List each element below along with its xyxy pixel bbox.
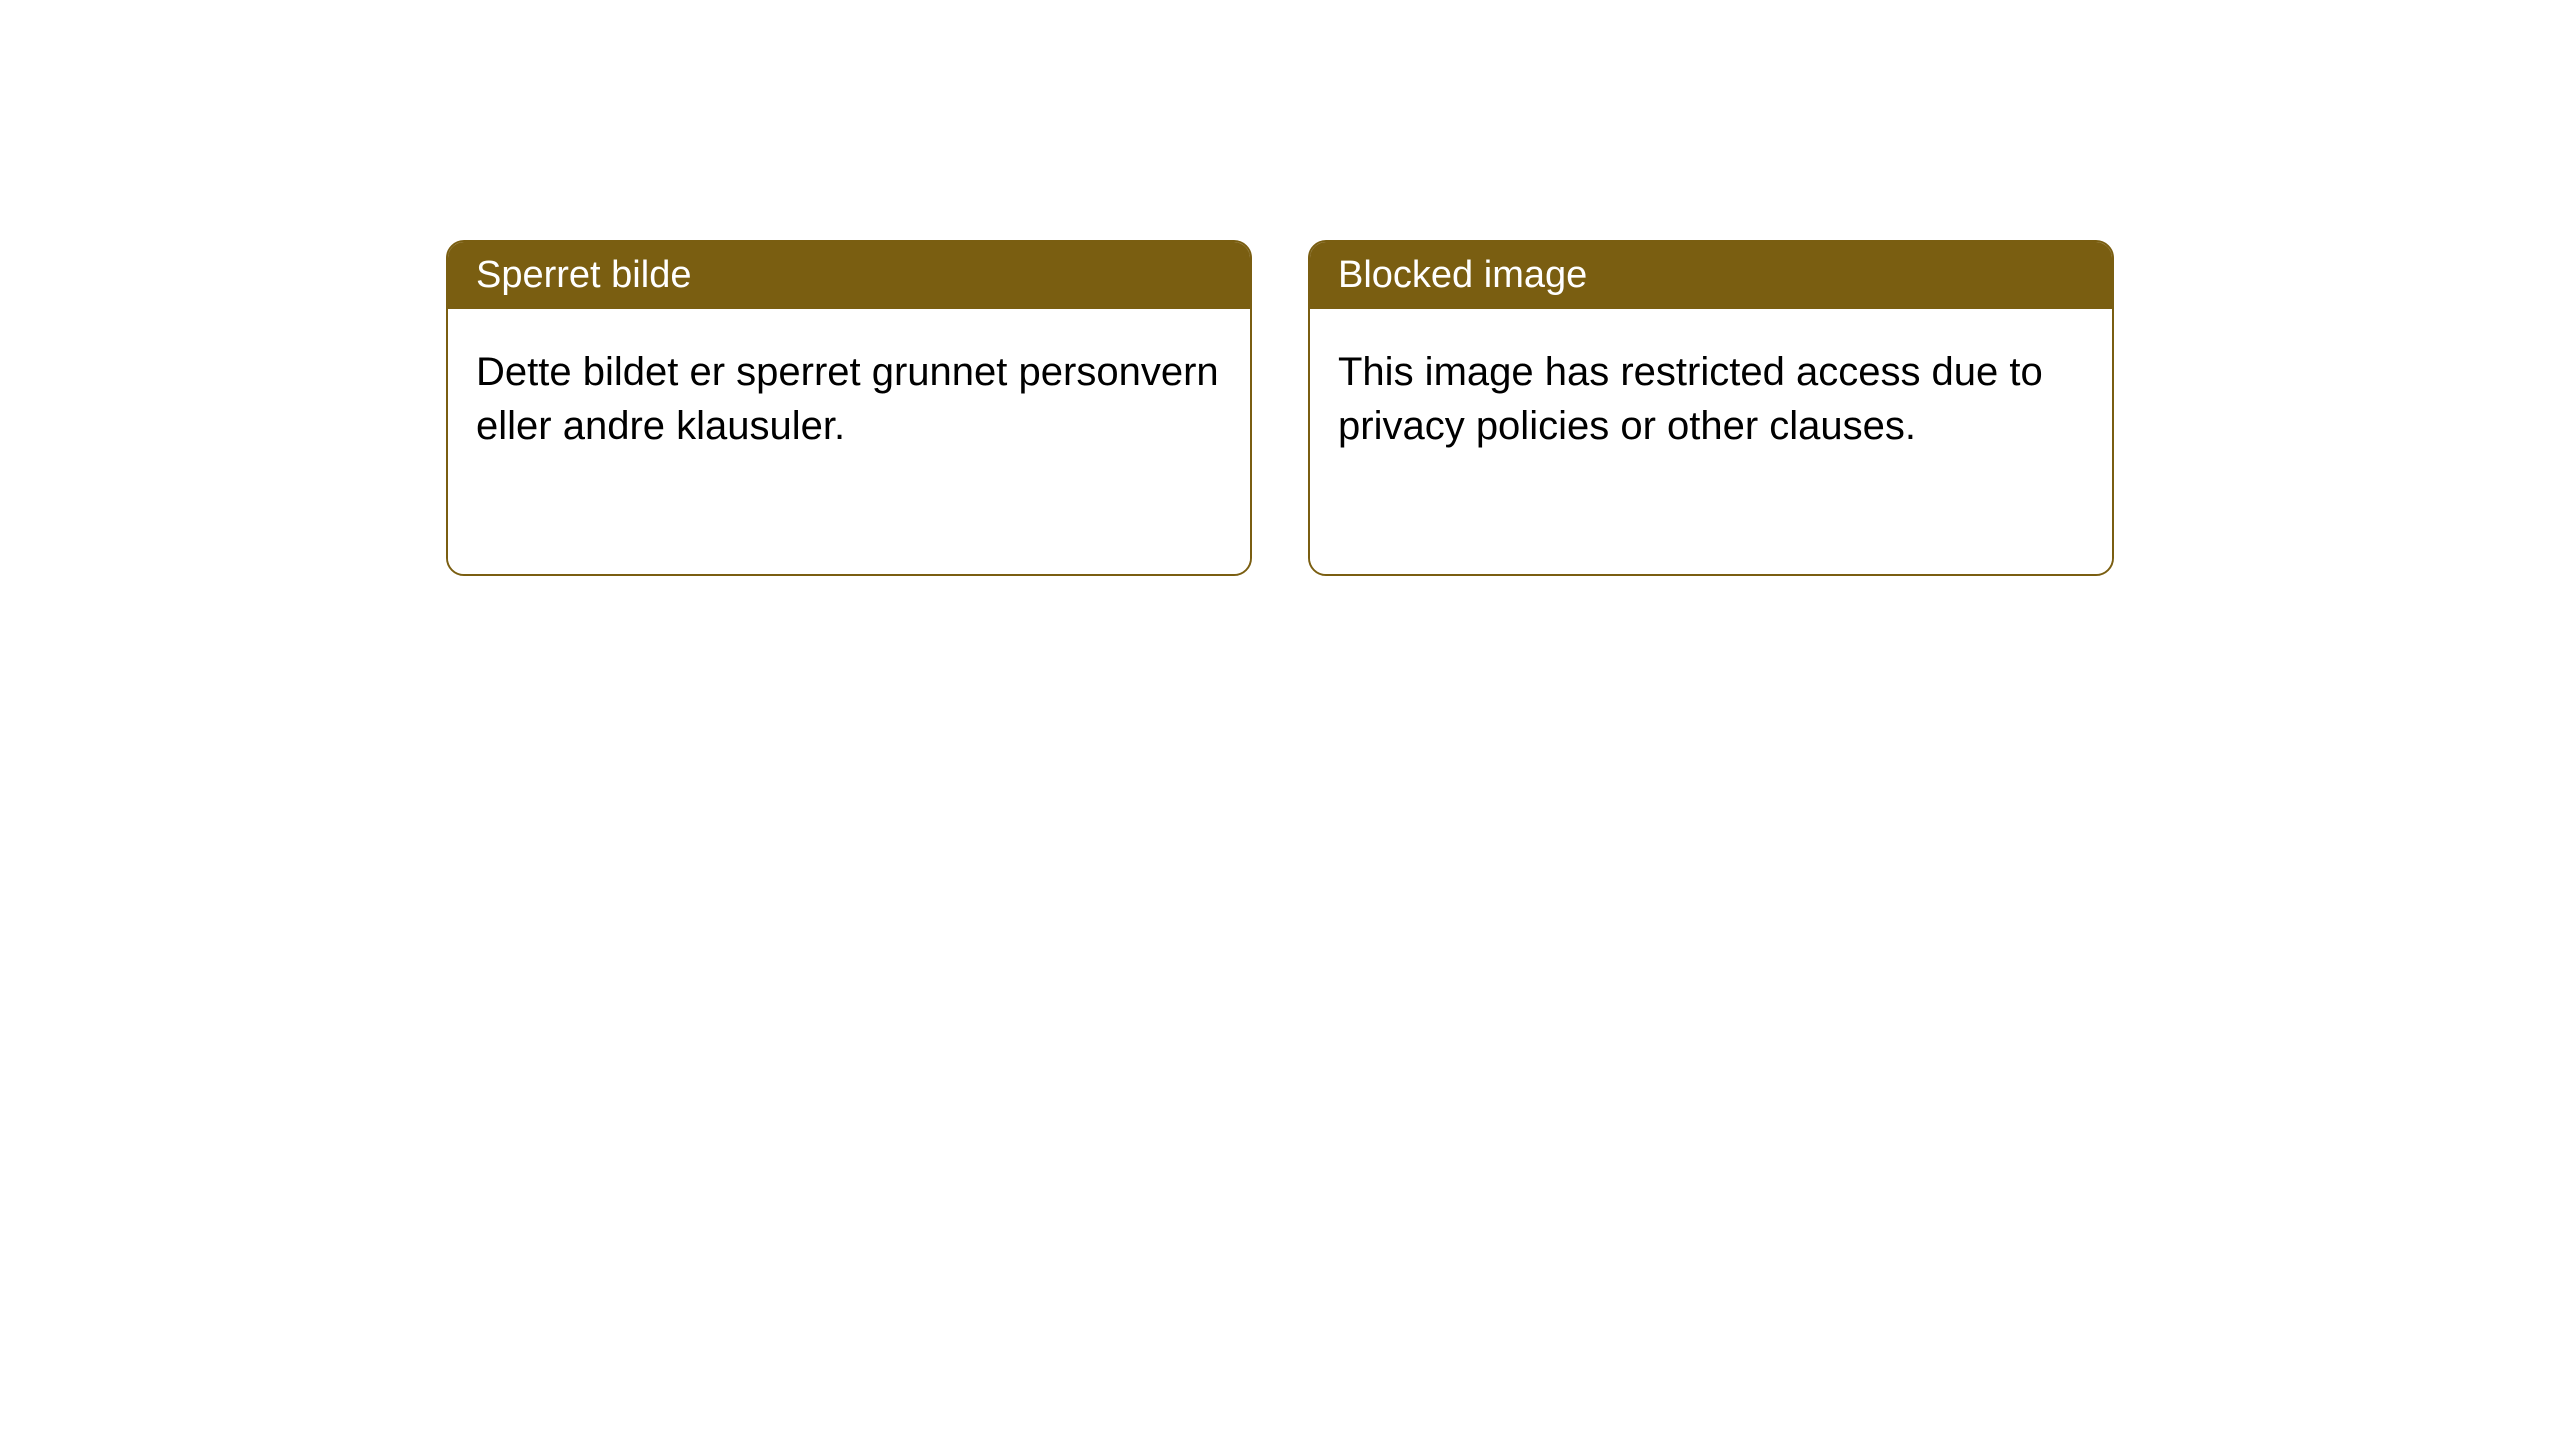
notice-container: Sperret bilde Dette bildet er sperret gr…: [446, 240, 2114, 576]
notice-text: Dette bildet er sperret grunnet personve…: [476, 350, 1219, 448]
notice-header: Blocked image: [1310, 242, 2112, 309]
notice-body: Dette bildet er sperret grunnet personve…: [448, 309, 1250, 574]
notice-card-english: Blocked image This image has restricted …: [1308, 240, 2114, 576]
notice-title: Blocked image: [1338, 254, 1587, 296]
notice-title: Sperret bilde: [476, 254, 691, 296]
notice-body: This image has restricted access due to …: [1310, 309, 2112, 574]
notice-text: This image has restricted access due to …: [1338, 350, 2043, 448]
notice-header: Sperret bilde: [448, 242, 1250, 309]
notice-card-norwegian: Sperret bilde Dette bildet er sperret gr…: [446, 240, 1252, 576]
